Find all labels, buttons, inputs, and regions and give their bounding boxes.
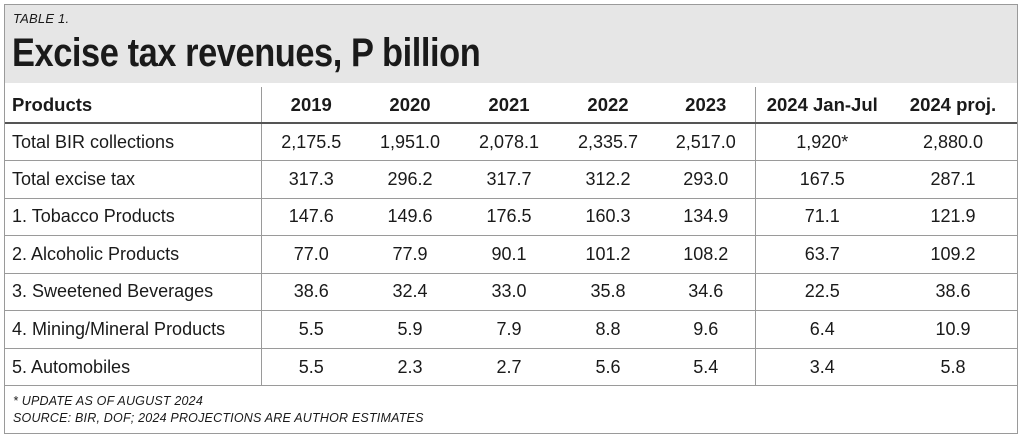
row-label: 3. Sweetened Beverages [5, 273, 262, 311]
cell-value: 176.5 [459, 198, 559, 236]
cell-value: 2,078.1 [459, 123, 559, 161]
cell-value: 147.6 [261, 198, 361, 236]
cell-value: 2,335.7 [559, 123, 657, 161]
cell-value: 7.9 [459, 310, 559, 349]
cell-value: 5.9 [361, 310, 459, 349]
excise-tax-table: Products 2019 2020 2021 2022 2023 2024 J… [5, 87, 1017, 386]
cell-value: 2.3 [397, 356, 423, 377]
cell-value: 134.9 [657, 198, 756, 236]
cell-value: 121.9 [889, 198, 1017, 236]
cell-value: 22.5 [755, 273, 889, 311]
cell-value: 2,880.0 [889, 123, 1017, 161]
cell-value: 293.0 [657, 160, 756, 199]
cell-value: 38.6 [261, 273, 361, 311]
cell-value: 77.9 [361, 235, 459, 274]
cell-value: 2.7 [496, 356, 522, 377]
cell-value: 90.1 [459, 235, 559, 274]
source-note: SOURCE: BIR, DOF; 2024 PROJECTIONS ARE A… [13, 411, 424, 425]
cell-value: 312.2 [559, 160, 657, 199]
column-header-2024-jan-jul: 2024 Jan-Jul [755, 87, 889, 124]
column-header-2023: 2023 [657, 87, 756, 124]
cell-value: 317.7 [459, 160, 559, 199]
table-row: 4. Mining/Mineral Products 5.5 5.9 7.9 8.8 9.… [5, 310, 1017, 349]
header-row: Products 2019 2020 2021 2022 2023 2024 J… [5, 87, 1017, 124]
cell-value: 10.9 [889, 310, 1017, 349]
column-header-products: Products [5, 87, 262, 124]
cell-value: 101.2 [559, 235, 657, 274]
column-header-2020: 2020 [361, 87, 459, 124]
table-figure: TABLE 1. Excise tax revenues, P billion … [4, 4, 1018, 434]
table-row: 5. Automobiles 5.5 2.3 2.7 5.6 5.4 3.4 5.8 [5, 348, 1017, 386]
table-header-band: TABLE 1. Excise tax revenues, P billion [5, 5, 1017, 83]
cell-value: 9.6 [657, 310, 756, 349]
table-body: Total BIR collections 2,175.5 1,951.0 2,078… [5, 123, 1017, 386]
cell-value: 33.0 [459, 273, 559, 311]
cell-value: 8.8 [559, 310, 657, 349]
cell-value: 5.5 [261, 310, 361, 349]
cell-value: 5.8 [940, 356, 966, 377]
table-footer: * UPDATE AS OF AUGUST 2024 SOURCE: BIR, … [5, 385, 1017, 434]
cell-value: 71.1 [755, 198, 889, 236]
cell-value: 3.4 [809, 356, 835, 377]
cell-value: 296.2 [361, 160, 459, 199]
cell-value: 34.6 [657, 273, 756, 311]
row-label: Total BIR collections [5, 123, 262, 161]
cell-value: 32.4 [361, 273, 459, 311]
row-label: Total excise tax [5, 160, 262, 199]
cell-value: 2,517.0 [657, 123, 756, 161]
table-title: Excise tax revenues, P billion [12, 31, 481, 75]
table-row: Total excise tax 317.3 296.2 317.7 312.2 293.… [5, 160, 1017, 199]
cell-value: 109.2 [889, 235, 1017, 274]
cell-value: 38.6 [889, 273, 1017, 311]
row-label: 1. Tobacco Products [5, 198, 262, 236]
cell-value: 2,175.5 [261, 123, 361, 161]
cell-value: 149.6 [361, 198, 459, 236]
cell-value: 160.3 [559, 198, 657, 236]
row-label: 5. Automobiles [5, 348, 262, 386]
cell-value: 5.4 [657, 348, 756, 386]
row-label: 4. Mining/Mineral Products [5, 310, 262, 349]
table-row: Total BIR collections 2,175.5 1,951.0 2,078… [5, 123, 1017, 161]
cell-value: 5.6 [595, 356, 621, 377]
update-note: * UPDATE AS OF AUGUST 2024 [13, 394, 203, 408]
cell-value: 6.4 [755, 310, 889, 349]
column-header-2022: 2022 [559, 87, 657, 124]
table-row: 3. Sweetened Beverages 38.6 32.4 33.0 35.8 34… [5, 273, 1017, 311]
cell-value: 167.5 [755, 160, 889, 199]
table-number-label: TABLE 1. [13, 11, 70, 26]
table-row: 1. Tobacco Products 147.6 149.6 176.5 160.3 1… [5, 198, 1017, 236]
column-header-2019: 2019 [261, 87, 361, 124]
cell-value: 1,951.0 [361, 123, 459, 161]
column-header-2024-proj: 2024 proj. [889, 87, 1017, 124]
cell-value: 63.7 [755, 235, 889, 274]
row-label: 2. Alcoholic Products [5, 235, 262, 274]
cell-value: 77.0 [261, 235, 361, 274]
cell-value: 35.8 [559, 273, 657, 311]
cell-value: 5.5 [298, 356, 324, 377]
cell-value: 1,920* [755, 123, 889, 161]
cell-value: 317.3 [261, 160, 361, 199]
column-header-2021: 2021 [459, 87, 559, 124]
cell-value: 108.2 [657, 235, 756, 274]
cell-value: 287.1 [889, 160, 1017, 199]
table-row: 2. Alcoholic Products 77.0 77.9 90.1 101.2 10… [5, 235, 1017, 274]
